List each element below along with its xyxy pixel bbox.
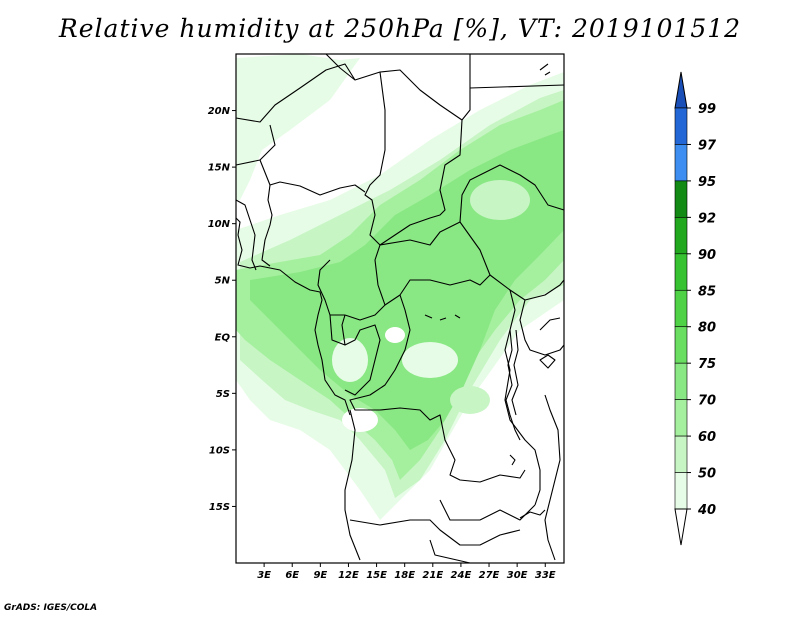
colorbar-label: 97	[698, 138, 717, 153]
lat-tick-label: 10S	[209, 445, 230, 456]
lat-tick-label: 5N	[215, 276, 231, 287]
lon-tick-label: 15E	[366, 570, 387, 581]
colorbar-label: 92	[698, 211, 716, 226]
lat-tick-label: 5S	[216, 389, 230, 400]
lon-tick-label: 27E	[479, 570, 500, 581]
colorbar-label: 40	[697, 503, 716, 518]
colorbar-segment	[674, 362, 688, 400]
longitude-axis: 3E 6E 9E 12E 15E 18E 21E 24E 27E 30E 33E	[257, 563, 556, 581]
colorbar-segment	[674, 435, 688, 473]
colorbar-label: 80	[698, 321, 716, 336]
lon-tick-label: 24E	[451, 570, 472, 581]
chart-title: Relative humidity at 250hPa [%], VT: 201…	[58, 14, 742, 43]
humidity-band-50	[236, 54, 360, 200]
lon-tick-label: 6E	[285, 570, 299, 581]
colorbar-segment	[674, 253, 688, 291]
lon-tick-label: 33E	[535, 570, 556, 581]
lat-tick-label: 15S	[209, 502, 230, 513]
colorbar-label: 60	[698, 430, 716, 445]
colorbar-segment	[674, 217, 688, 255]
colorbar-label: 90	[698, 248, 716, 263]
map-frame	[235, 53, 565, 564]
colorbar-over-triangle	[674, 71, 688, 109]
humidity-gap	[385, 327, 405, 343]
colorbar-label: 85	[698, 284, 716, 299]
humidity-gap	[470, 180, 530, 220]
colorbar-label: 99	[698, 102, 716, 117]
humidity-gap	[332, 338, 368, 382]
colorbar-segment	[674, 472, 688, 510]
grads-credit: GrADS: IGES/COLA	[4, 603, 98, 613]
colorbar-label: 95	[698, 175, 716, 190]
colorbar: 40 50 60 70 75 80 85 90 92 95 97 99	[674, 71, 717, 546]
lon-tick-label: 3E	[257, 570, 271, 581]
lat-tick-label: 10N	[208, 219, 231, 230]
colorbar-segment	[674, 180, 688, 218]
colorbar-segment	[674, 399, 688, 437]
lon-tick-label: 21E	[422, 570, 443, 581]
lon-tick-label: 18E	[394, 570, 415, 581]
colorbar-label: 70	[698, 394, 716, 409]
lat-tick-label: 15N	[208, 163, 231, 174]
colorbar-segment	[674, 144, 688, 182]
colorbar-segment	[674, 107, 688, 145]
lon-tick-label: 12E	[338, 570, 359, 581]
humidity-gap	[342, 408, 378, 432]
humidity-gap	[402, 342, 458, 378]
lon-tick-label: 30E	[507, 570, 528, 581]
colorbar-segment	[674, 326, 688, 364]
lon-tick-label: 9E	[313, 570, 327, 581]
latitude-axis: 20N 15N 10N 5N EQ 5S 10S 15S	[208, 106, 236, 513]
colorbar-under-triangle	[674, 508, 688, 546]
lat-tick-label: 20N	[208, 106, 231, 117]
colorbar-segment	[674, 289, 688, 328]
colorbar-label: 75	[698, 357, 716, 372]
lat-tick-label: EQ	[215, 332, 231, 343]
colorbar-label: 50	[698, 467, 716, 482]
country-borders	[235, 53, 565, 564]
map-area	[235, 53, 565, 564]
humidity-gap	[450, 386, 490, 414]
